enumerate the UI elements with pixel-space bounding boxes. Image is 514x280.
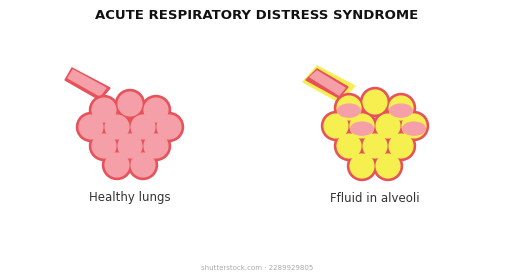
Text: ACUTE RESPIRATORY DISTRESS SYNDROME: ACUTE RESPIRATORY DISTRESS SYNDROME	[96, 8, 418, 22]
Circle shape	[128, 113, 157, 141]
Circle shape	[399, 111, 429, 141]
Circle shape	[376, 154, 400, 178]
Circle shape	[102, 151, 132, 179]
Text: shutterstock.com · 2289929805: shutterstock.com · 2289929805	[201, 265, 313, 271]
Circle shape	[144, 134, 168, 158]
Circle shape	[335, 94, 363, 123]
Circle shape	[324, 114, 348, 138]
Circle shape	[347, 151, 376, 181]
Circle shape	[363, 90, 387, 114]
Circle shape	[337, 134, 361, 158]
Circle shape	[389, 134, 413, 158]
Polygon shape	[68, 70, 106, 96]
Polygon shape	[65, 68, 110, 100]
Circle shape	[347, 111, 376, 141]
Circle shape	[102, 113, 132, 141]
Circle shape	[402, 114, 426, 138]
Circle shape	[116, 90, 144, 118]
Ellipse shape	[351, 122, 373, 135]
Circle shape	[389, 96, 413, 120]
Ellipse shape	[390, 104, 412, 117]
Circle shape	[155, 113, 183, 141]
Circle shape	[350, 154, 374, 178]
Circle shape	[157, 115, 181, 139]
Ellipse shape	[338, 104, 360, 117]
Circle shape	[363, 134, 387, 158]
Circle shape	[387, 132, 415, 160]
Circle shape	[131, 115, 155, 139]
Circle shape	[131, 153, 155, 177]
Circle shape	[118, 92, 142, 116]
Circle shape	[141, 132, 171, 160]
Circle shape	[128, 151, 157, 179]
Circle shape	[89, 132, 119, 160]
Circle shape	[350, 114, 374, 138]
Circle shape	[105, 115, 129, 139]
Text: Healthy lungs: Healthy lungs	[89, 192, 171, 204]
Circle shape	[89, 95, 119, 125]
Circle shape	[77, 113, 105, 141]
Circle shape	[374, 111, 402, 141]
Circle shape	[374, 151, 402, 181]
Circle shape	[321, 111, 351, 141]
Ellipse shape	[403, 122, 425, 135]
Circle shape	[360, 88, 390, 116]
Circle shape	[92, 98, 116, 122]
Text: Ffluid in alveoli: Ffluid in alveoli	[330, 192, 420, 204]
Polygon shape	[310, 71, 345, 95]
Circle shape	[144, 98, 168, 122]
Circle shape	[387, 94, 415, 123]
Circle shape	[360, 132, 390, 160]
Circle shape	[116, 132, 144, 160]
Circle shape	[92, 134, 116, 158]
Circle shape	[79, 115, 103, 139]
Circle shape	[118, 134, 142, 158]
Circle shape	[337, 96, 361, 120]
Circle shape	[376, 114, 400, 138]
Circle shape	[141, 95, 171, 125]
Circle shape	[105, 153, 129, 177]
Polygon shape	[306, 69, 348, 98]
Circle shape	[335, 132, 363, 160]
Polygon shape	[303, 66, 355, 102]
